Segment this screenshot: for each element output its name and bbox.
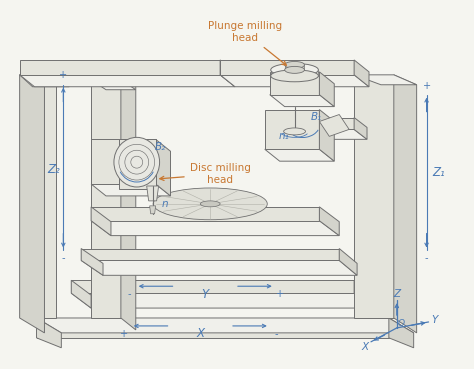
Ellipse shape [201,201,220,207]
Polygon shape [270,72,319,95]
Polygon shape [319,114,349,137]
Polygon shape [285,65,304,70]
Polygon shape [150,206,155,214]
Ellipse shape [114,137,160,187]
Text: Z₂: Z₂ [47,163,60,176]
Text: X: X [362,342,369,352]
Ellipse shape [153,188,267,220]
Ellipse shape [283,128,305,135]
Polygon shape [389,318,414,348]
Text: B₁: B₁ [311,111,322,121]
Text: Disc milling
head: Disc milling head [160,163,251,185]
Polygon shape [220,60,235,87]
Polygon shape [354,280,374,308]
Text: +: + [275,289,284,299]
Polygon shape [91,80,136,90]
Polygon shape [19,60,220,75]
Polygon shape [71,293,374,308]
Polygon shape [91,80,121,318]
Text: n₁: n₁ [278,131,289,141]
Polygon shape [270,95,334,107]
Polygon shape [81,248,339,261]
Polygon shape [36,318,61,348]
Polygon shape [146,186,159,201]
Polygon shape [119,139,155,189]
Polygon shape [19,75,69,87]
Polygon shape [121,80,136,330]
Text: Y: Y [201,288,209,301]
Polygon shape [319,117,354,130]
Text: +: + [59,70,67,80]
Text: O: O [397,320,404,328]
Text: Z: Z [393,289,401,299]
Polygon shape [91,207,111,236]
Polygon shape [91,139,155,184]
Polygon shape [91,221,339,236]
Polygon shape [19,75,235,87]
Polygon shape [19,75,56,318]
Polygon shape [36,318,389,338]
Polygon shape [91,207,319,221]
Polygon shape [354,60,369,87]
Text: -: - [127,289,130,299]
Polygon shape [71,280,91,308]
Ellipse shape [271,63,319,76]
Polygon shape [220,60,354,75]
Polygon shape [354,75,417,85]
Text: -: - [425,254,428,263]
Polygon shape [81,248,103,275]
Polygon shape [354,117,367,139]
Ellipse shape [271,70,319,82]
Text: Z₁: Z₁ [432,166,445,179]
Polygon shape [319,72,334,107]
Text: -: - [275,329,278,339]
Text: +: + [120,329,128,339]
Polygon shape [220,75,369,87]
Polygon shape [319,207,339,236]
Text: B₂: B₂ [155,142,166,152]
Polygon shape [71,280,354,293]
Polygon shape [91,184,171,196]
Polygon shape [319,130,367,139]
Polygon shape [339,248,357,275]
Text: n: n [161,199,168,209]
Text: +: + [422,81,430,91]
Text: X: X [196,327,204,340]
Polygon shape [36,318,414,333]
Polygon shape [354,75,394,318]
Text: Y: Y [431,315,438,325]
Polygon shape [81,261,357,275]
Polygon shape [319,110,334,161]
Ellipse shape [285,61,304,68]
Ellipse shape [285,66,304,73]
Polygon shape [155,139,171,196]
Polygon shape [19,75,45,333]
Polygon shape [394,75,417,333]
Text: Plunge milling
head: Plunge milling head [208,21,286,65]
Polygon shape [271,70,319,76]
Polygon shape [265,110,319,149]
Polygon shape [265,149,334,161]
Text: -: - [62,254,65,263]
